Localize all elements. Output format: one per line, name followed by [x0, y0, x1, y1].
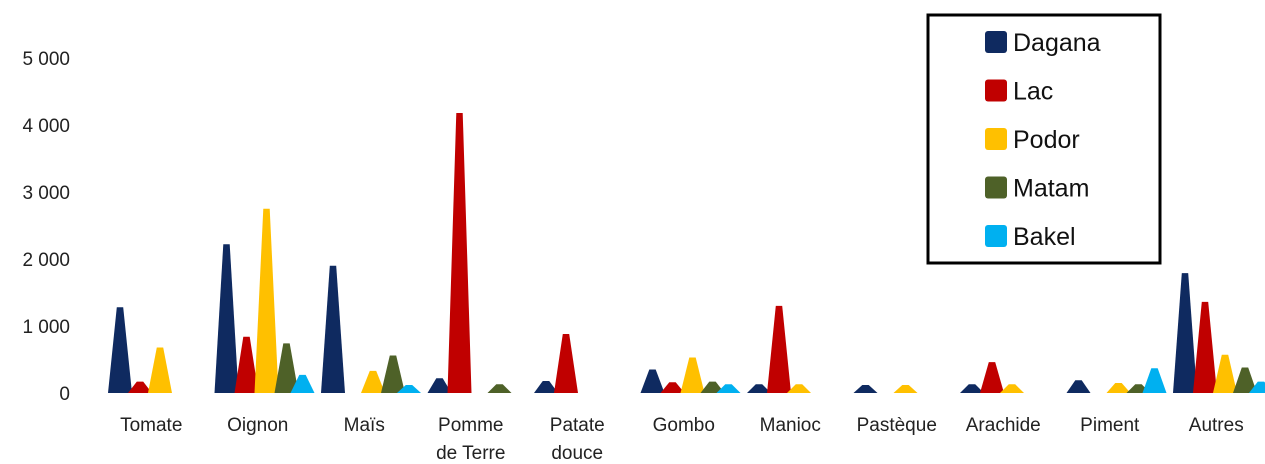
category-label: Manioc [760, 415, 821, 436]
legend-swatch-bakel [985, 225, 1007, 247]
legend-swatch-lac [985, 79, 1007, 102]
bar-dagana-6 [747, 384, 771, 393]
category-label: Maïs [344, 415, 385, 436]
chart-bars [108, 112, 1265, 393]
category-label: Tomate [120, 415, 182, 436]
bar-lac-3 [447, 112, 472, 393]
bar-podor-0 [148, 347, 172, 393]
bar-dagana-2 [321, 265, 345, 393]
bar-dagana-7 [853, 384, 878, 393]
legend-swatch-podor [985, 128, 1007, 150]
bar-bakel-5 [716, 384, 741, 393]
x-axis: Tomate Oignon Maïs Pomme de Terre Patate douce… [120, 415, 1244, 464]
bar-dagana-8 [960, 384, 984, 393]
legend-label-lac: Lac [1013, 78, 1053, 106]
category-label: Patate douce [550, 415, 605, 464]
category-label: Oignon [227, 415, 288, 436]
y-axis: 0 1 000 2 000 3 000 4 000 5 000 [22, 49, 70, 405]
bar-lac-5 [660, 382, 685, 393]
legend-label-matam: Matam [1013, 175, 1089, 203]
bar-matam-1 [274, 343, 299, 393]
bar-lac-4 [554, 334, 578, 393]
bar-podor-7 [893, 384, 918, 393]
bar-podor-6 [787, 384, 811, 393]
bar-lac-1 [234, 336, 259, 393]
category-label: Pastèque [857, 415, 937, 436]
bar-podor-8 [1000, 384, 1024, 393]
category-label: Arachide [966, 415, 1041, 436]
y-tick-label: 1 000 [22, 317, 70, 338]
bar-podor-9 [1106, 382, 1131, 393]
category-label: Gombo [653, 415, 715, 436]
y-tick-label: 2 000 [22, 250, 70, 271]
bar-bakel-1 [290, 374, 315, 393]
legend: Dagana Lac Podor Matam Bakel [926, 13, 1162, 265]
bar-matam-5 [700, 381, 725, 393]
legend-label-dagana: Dagana [1013, 29, 1101, 57]
bar-podor-1 [254, 208, 279, 393]
legend-label-bakel: Bakel [1013, 223, 1076, 251]
bar-dagana-0 [108, 307, 132, 393]
bar-lac-10 [1193, 301, 1217, 393]
bar-dagana-3 [427, 378, 452, 393]
category-label: Pomme de Terre [436, 415, 505, 464]
bar-lac-0 [128, 381, 152, 393]
bar-dagana-9 [1066, 380, 1091, 393]
bar-lac-8 [980, 362, 1004, 393]
y-tick-label: 4 000 [22, 116, 70, 137]
bar-podor-5 [680, 357, 705, 393]
category-label: Piment [1080, 415, 1140, 436]
bar-lac-6 [767, 305, 791, 393]
bar-dagana-5 [640, 369, 665, 393]
bar-bakel-9 [1142, 368, 1167, 393]
bar-matam-2 [381, 355, 405, 393]
bar-matam-3 [487, 384, 512, 393]
legend-label-podor: Podor [1013, 126, 1080, 154]
bar-dagana-1 [214, 244, 239, 393]
y-tick-label: 5 000 [22, 49, 70, 70]
bar-matam-10 [1233, 367, 1257, 393]
bar-dagana-4 [534, 380, 558, 393]
bar-podor-10 [1213, 354, 1237, 393]
bar-podor-2 [361, 370, 385, 393]
category-label: Autres [1189, 415, 1244, 436]
bar-bakel-2 [397, 384, 421, 393]
bar-bakel-10 [1249, 381, 1265, 393]
bar-dagana-10 [1173, 273, 1197, 393]
y-tick-label: 3 000 [22, 183, 70, 204]
legend-box [926, 13, 1162, 265]
legend-swatch-dagana [985, 31, 1007, 53]
legend-swatch-matam [985, 176, 1007, 199]
y-tick-label: 0 [59, 384, 70, 405]
